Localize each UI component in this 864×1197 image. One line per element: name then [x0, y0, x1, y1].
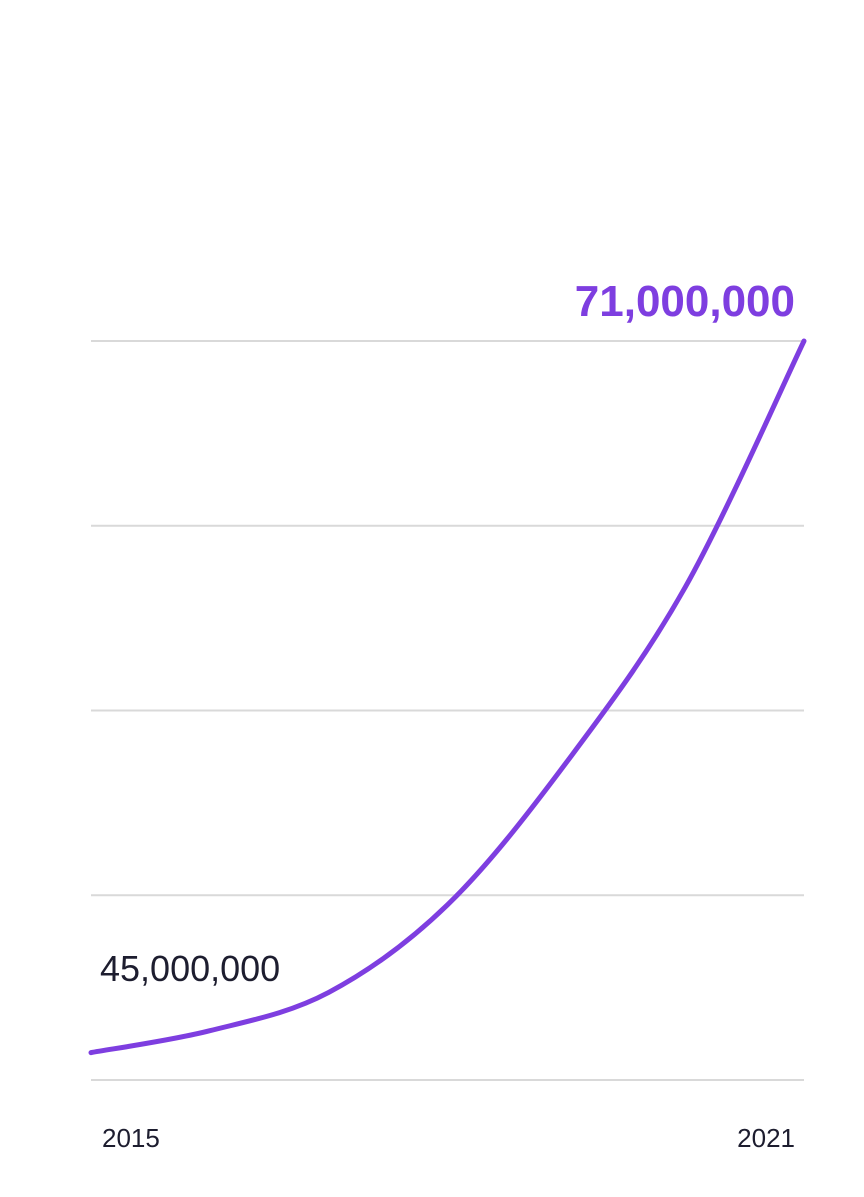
gridlines — [91, 340, 804, 1081]
series-line — [88, 338, 807, 1056]
end-value-label: 71,000,000 — [575, 277, 795, 326]
start-value-label: 45,000,000 — [100, 948, 280, 989]
x-tick-label-start: 2015 — [102, 1123, 160, 1153]
x-tick-label-end: 2021 — [737, 1123, 795, 1153]
